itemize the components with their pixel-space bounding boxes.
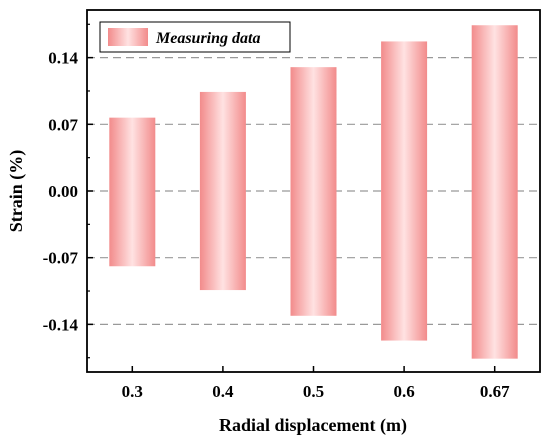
- bars: [109, 25, 518, 359]
- bar: [199, 91, 246, 291]
- bar: [381, 41, 428, 341]
- legend-swatch: [108, 28, 148, 46]
- y-tick-label: 0.07: [48, 115, 78, 134]
- x-tick-label: 0.5: [303, 382, 324, 401]
- y-tick-label: 0.00: [48, 182, 78, 201]
- x-tick-label: 0.4: [212, 382, 234, 401]
- y-tick-label: -0.07: [43, 249, 79, 268]
- ticks: 0.14 0.07 0.00 -0.07 -0.14 0.3 0.4 0.5 0.6 0.67: [43, 23, 510, 401]
- y-tick-label: 0.14: [48, 49, 78, 68]
- bar: [290, 67, 337, 316]
- x-axis-title: Radial displacement (m): [219, 415, 407, 436]
- legend: Measuring data: [99, 21, 291, 53]
- x-tick-label: 0.3: [122, 382, 143, 401]
- legend-label: Measuring data: [155, 30, 260, 47]
- x-tick-label: 0.67: [480, 382, 510, 401]
- y-axis-title: Strain (%): [6, 150, 27, 233]
- bar: [109, 117, 156, 267]
- bar: [471, 25, 518, 359]
- x-tick-label: 0.6: [393, 382, 414, 401]
- y-tick-label: -0.14: [43, 315, 79, 334]
